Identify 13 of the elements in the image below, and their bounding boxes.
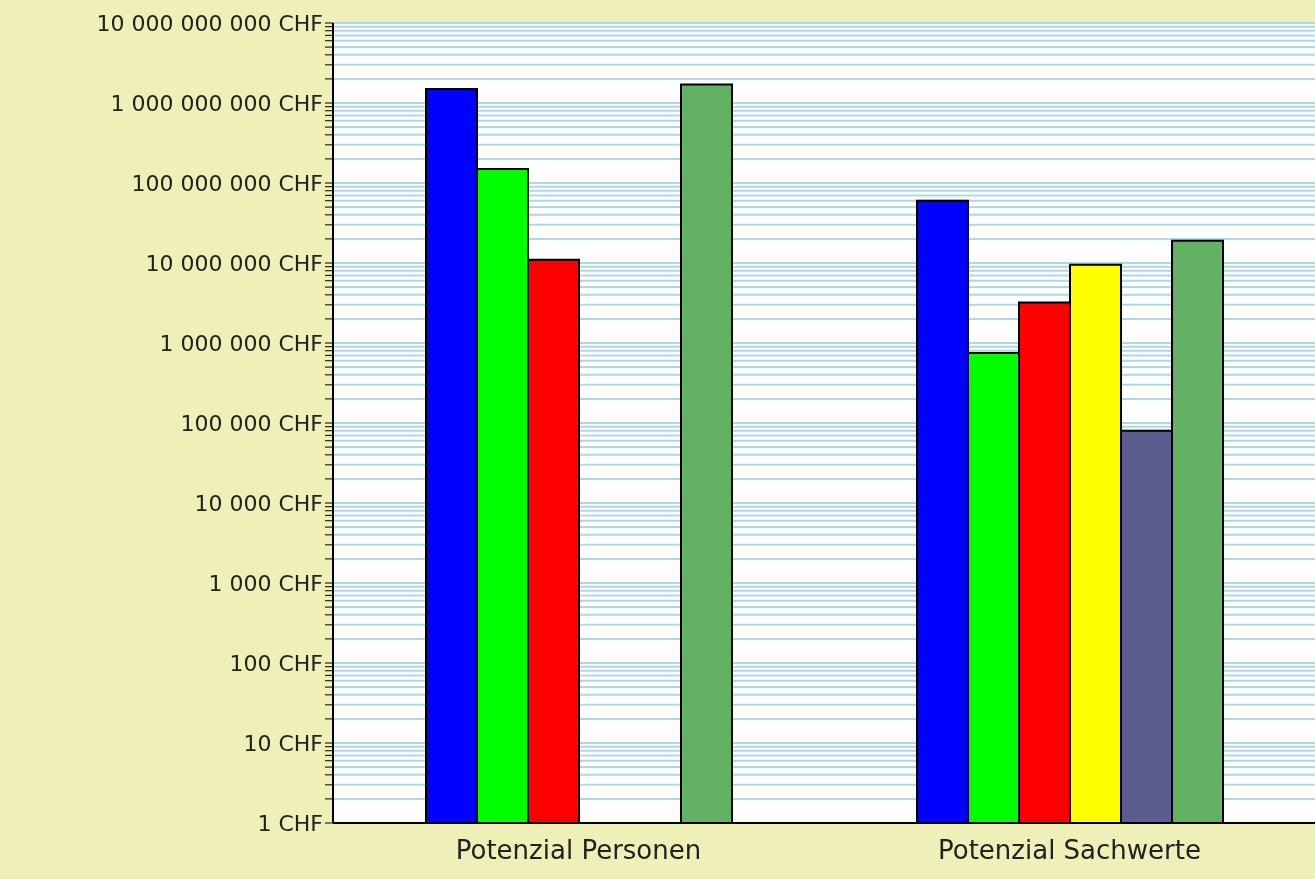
y-tick-label: 10 000 000 CHF bbox=[145, 250, 323, 276]
y-tick-label: 1 000 CHF bbox=[208, 570, 323, 596]
y-tick-label: 1 CHF bbox=[257, 810, 323, 836]
y-tick-label: 1 000 000 CHF bbox=[159, 330, 323, 356]
y-tick-label: 10 000 000 000 CHF bbox=[96, 10, 323, 36]
y-tick-label: 1 000 000 000 CHF bbox=[110, 90, 323, 116]
y-tick-label: 10 CHF bbox=[243, 730, 323, 756]
x-tick-label: Potenzial Personen bbox=[455, 835, 702, 866]
y-tick-label: 100 CHF bbox=[229, 650, 323, 676]
x-tick-label: Potenzial Sachwerte bbox=[938, 835, 1201, 866]
y-tick-label: 100 000 000 CHF bbox=[131, 170, 323, 196]
y-tick-label: 10 000 CHF bbox=[194, 490, 323, 516]
y-tick-label: 100 000 CHF bbox=[180, 410, 323, 436]
